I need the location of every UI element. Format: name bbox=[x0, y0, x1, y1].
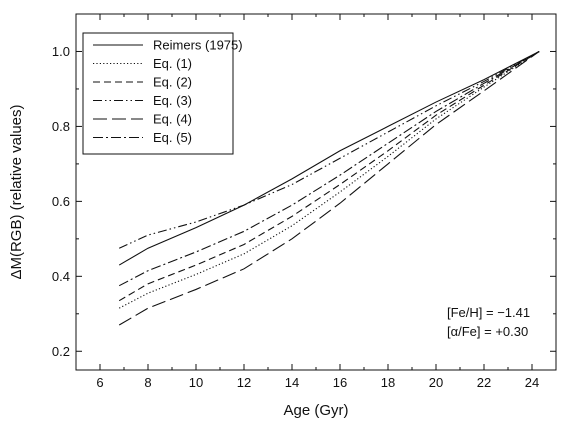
x-tick-label: 10 bbox=[189, 375, 203, 390]
legend-label: Eq. (4) bbox=[153, 112, 192, 127]
series-line-1 bbox=[118, 51, 540, 309]
x-tick-label: 12 bbox=[237, 375, 251, 390]
series-line-2 bbox=[118, 51, 540, 302]
x-tick-label: 22 bbox=[477, 375, 491, 390]
series-line-3 bbox=[118, 50, 540, 249]
x-tick-label: 14 bbox=[285, 375, 299, 390]
legend-label: Eq. (1) bbox=[153, 56, 192, 71]
legend-label: Eq. (3) bbox=[153, 93, 192, 108]
legend: Reimers (1975) Eq. (1) Eq. (2) Eq. (3) Eq. (… bbox=[82, 32, 243, 155]
series-lines bbox=[118, 50, 540, 326]
legend-box bbox=[82, 32, 234, 155]
x-tick-label: 24 bbox=[525, 375, 539, 390]
x-tick-label: 6 bbox=[96, 375, 103, 390]
legend-label: Eq. (2) bbox=[153, 75, 192, 90]
y-tick-label: 0.8 bbox=[52, 119, 70, 134]
x-tick-labels: 6 8 10 12 14 16 18 20 22 24 bbox=[96, 375, 539, 390]
y-tick-label: 1.0 bbox=[52, 44, 70, 59]
series-line-5 bbox=[118, 50, 540, 287]
annotation-alpha-fe: [α/Fe] = +0.30 bbox=[447, 324, 528, 339]
y-tick-label: 0.4 bbox=[52, 269, 70, 284]
legend-label: Reimers (1975) bbox=[153, 38, 243, 53]
y-axis-title: ΔM(RGB) (relative values) bbox=[8, 104, 25, 279]
y-tick-label: 0.6 bbox=[52, 194, 70, 209]
plot-frame bbox=[75, 13, 557, 371]
y-tick-label: 0.2 bbox=[52, 344, 70, 359]
x-tick-label: 20 bbox=[429, 375, 443, 390]
x-axis-title: Age (Gyr) bbox=[283, 402, 348, 419]
x-tick-label: 18 bbox=[381, 375, 395, 390]
y-tick-labels: 0.2 0.4 0.6 0.8 1.0 bbox=[52, 44, 70, 359]
x-tick-label: 8 bbox=[144, 375, 151, 390]
series-line-4 bbox=[118, 51, 540, 326]
axis-ticks bbox=[75, 14, 557, 370]
x-tick-label: 16 bbox=[333, 375, 347, 390]
legend-label: Eq. (5) bbox=[153, 130, 192, 145]
series-line-0 bbox=[118, 50, 540, 266]
annotation-fe-h: [Fe/H] = −1.41 bbox=[447, 305, 530, 320]
